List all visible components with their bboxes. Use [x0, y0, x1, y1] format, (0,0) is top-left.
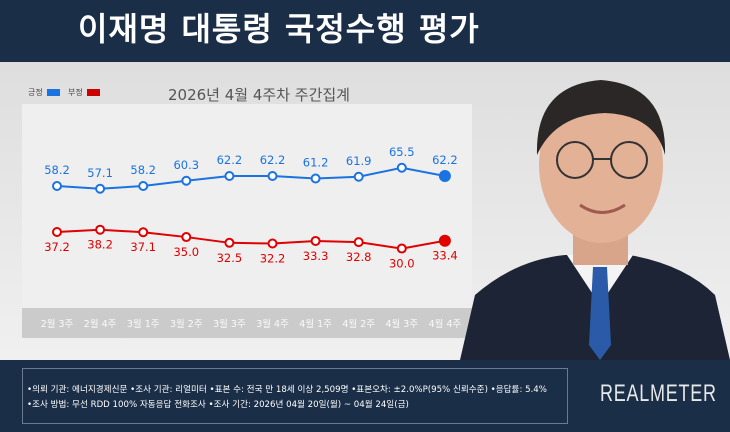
- legend-swatch: [46, 89, 60, 96]
- president-photo: [460, 80, 730, 360]
- data-point: [267, 171, 278, 181]
- data-point: [181, 232, 192, 243]
- data-label: 58.2: [44, 163, 70, 177]
- data-label: 38.2: [87, 238, 113, 252]
- plot-area: [22, 104, 472, 338]
- data-point: [138, 227, 149, 238]
- data-point: [95, 224, 106, 235]
- data-point: [52, 181, 62, 191]
- data-label: 60.3: [173, 158, 199, 172]
- x-tick-label: 2월 3주: [41, 318, 74, 330]
- line-chart: 2월 3주 2월 4주 3월 1주 3월 2주 3월 3주 3월 4주 4월 1주 4월 2주…: [22, 104, 472, 338]
- data-label: 37.1: [130, 240, 156, 254]
- chart-title: 2026년 4월 4주차 주간집계: [168, 86, 350, 104]
- data-label: 57.1: [87, 166, 113, 180]
- series-line-1: [56, 228, 446, 250]
- data-label: 32.5: [217, 251, 243, 265]
- x-tick-label: 2월 4주: [84, 318, 117, 330]
- data-label: 61.9: [346, 154, 372, 168]
- data-label: 62.2: [260, 153, 286, 167]
- data-label: 65.5: [389, 145, 415, 159]
- survey-info-line1: •의뢰 기관: 에너지경제신문 •조사 기관: 리얼미터 •표본 수: 전국 만…: [27, 385, 547, 395]
- page-title: 이재명 대통령 국정수행 평가: [0, 0, 730, 62]
- data-point: [396, 243, 407, 254]
- x-axis-band: [22, 308, 472, 338]
- data-point: [181, 175, 192, 186]
- x-tick-label: 3월 1주: [127, 318, 160, 330]
- data-label: 32.2: [260, 252, 286, 266]
- data-label: 35.0: [173, 245, 199, 259]
- x-tick-label: 4월 3주: [386, 318, 419, 330]
- data-point: [396, 162, 407, 173]
- legend-negative: 부정: [68, 87, 100, 98]
- data-point: [438, 170, 451, 182]
- data-point: [438, 234, 451, 247]
- data-point: [95, 183, 106, 194]
- x-tick-label: 4월 1주: [299, 318, 332, 330]
- data-point: [353, 171, 364, 182]
- x-tick-label: 4월 2주: [342, 318, 375, 330]
- data-label: 33.4: [432, 249, 458, 263]
- survey-info: •의뢰 기관: 에너지경제신문 •조사 기관: 리얼미터 •표본 수: 전국 만…: [22, 368, 568, 424]
- data-point: [224, 171, 235, 181]
- data-label: 62.2: [432, 153, 458, 167]
- data-point: [52, 227, 62, 237]
- data-point: [224, 237, 235, 248]
- data-point: [353, 237, 364, 248]
- data-point: [267, 238, 278, 249]
- legend-swatch: [86, 89, 100, 96]
- data-label: 37.2: [44, 240, 70, 254]
- data-label: 61.2: [303, 156, 329, 170]
- x-tick-label: 3월 4주: [256, 318, 289, 330]
- realmeter-logo: REALMETER: [600, 380, 717, 407]
- survey-info-line2: •조사 방법: 무선 RDD 100% 자동응답 전화조사 •조사 기간: 20…: [27, 400, 409, 410]
- data-point: [310, 173, 321, 184]
- data-label: 62.2: [217, 153, 243, 167]
- legend-label: 긍정: [28, 88, 43, 97]
- series-line-0: [56, 166, 446, 190]
- data-point: [138, 181, 149, 191]
- data-label: 33.3: [303, 249, 329, 263]
- legend-positive: 긍정: [28, 87, 60, 98]
- data-label: 32.8: [346, 250, 372, 264]
- footer: [0, 360, 730, 432]
- data-label: 30.0: [389, 257, 415, 271]
- x-tick-label: 4월 4주: [429, 318, 462, 330]
- x-tick-label: 3월 2주: [170, 318, 203, 330]
- data-label: 58.2: [130, 163, 156, 177]
- x-tick-label: 3월 3주: [213, 318, 246, 330]
- data-point: [310, 235, 321, 246]
- legend-label: 부정: [68, 88, 83, 97]
